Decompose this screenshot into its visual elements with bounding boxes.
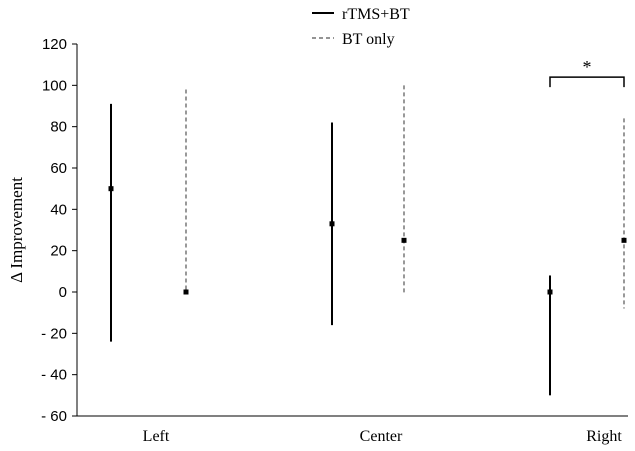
x-axis-categories: Left Center Right [143,428,623,445]
y-tick-label: 80 [50,119,67,136]
significance-star: * [583,57,592,77]
y-tick-label: 120 [42,36,67,53]
legend: rTMS+BT BT only [312,6,410,48]
significance-bracket [549,76,625,88]
y-tick-label: 0 [59,284,67,301]
annotations: * [549,57,625,88]
legend-label-bt-only: BT only [342,31,395,48]
y-axis-ticks: 120 100 80 60 40 20 0 - 20 - 40 - 60 [41,36,77,425]
median-marker [401,237,407,243]
median-marker [329,221,335,227]
median-marker [108,186,114,192]
median-marker [183,289,189,295]
y-tick-label: 100 [42,77,67,94]
y-tick-label: 20 [50,243,67,260]
x-category-label: Right [586,428,622,445]
y-tick-label: 40 [50,201,67,218]
y-tick-label: - 40 [41,367,67,384]
y-tick-label: - 60 [41,408,67,425]
series-marks [108,85,627,396]
median-marker [547,289,553,295]
y-tick-label: 60 [50,160,67,177]
axes [76,44,628,417]
x-category-label: Left [143,428,170,445]
x-category-label: Center [360,428,403,445]
y-axis-title: Δ Improvement [7,177,26,283]
y-tick-label: - 20 [41,325,67,342]
legend-label-rtms-bt: rTMS+BT [342,6,410,23]
median-marker [621,237,627,243]
